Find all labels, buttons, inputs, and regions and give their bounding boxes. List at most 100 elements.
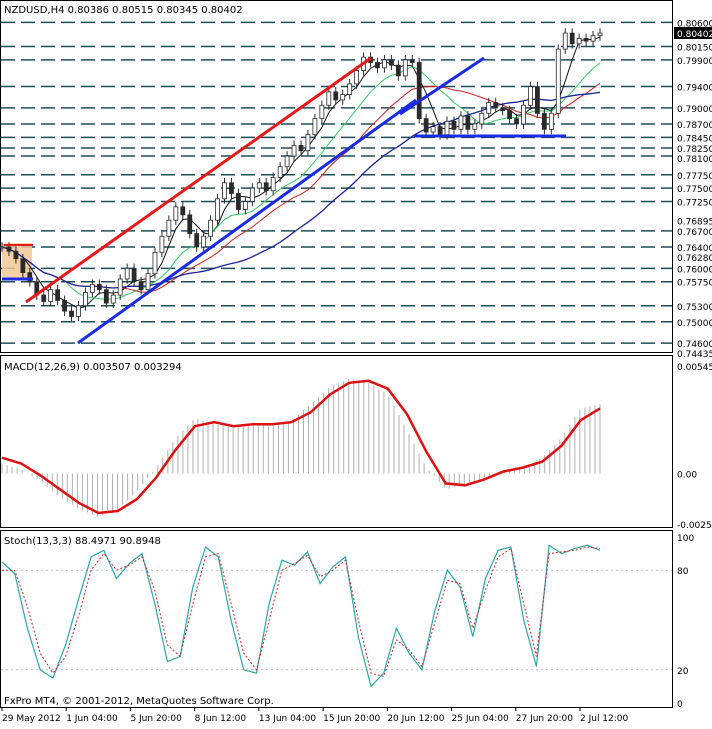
price-panel-frame [0, 0, 673, 353]
stoch-main-line [1, 544, 601, 688]
candle-body [319, 104, 325, 120]
candle-body [326, 91, 332, 106]
candle-body [96, 283, 102, 291]
candle-body [514, 118, 519, 125]
candle-body [284, 155, 290, 168]
moving-average-line [1, 62, 601, 300]
candle-body [222, 182, 227, 200]
price-tick-label: 0.78100 [677, 155, 712, 165]
candle-body [83, 291, 88, 307]
price-tick-label: 0.74600 [677, 340, 712, 350]
candle-body [347, 83, 353, 95]
time-tick-label: 8 Jun 12:00 [195, 714, 247, 724]
candle-body [597, 32, 603, 37]
candle-body [437, 126, 443, 136]
candle-body [180, 206, 186, 216]
price-tick-label: 0.77250 [677, 198, 712, 208]
candle-body [402, 59, 408, 77]
candle-body [576, 38, 582, 45]
candle-body [555, 48, 561, 114]
symbol-info-label: NZDUSD,H4 0.80386 0.80515 0.80345 0.8040… [4, 5, 243, 16]
candle-body [451, 120, 457, 130]
price-tick-label: 0.78700 [677, 121, 712, 131]
candle-body [201, 235, 207, 248]
macd-y-axis: 0.00545 0.00 -0.00256 [677, 363, 712, 531]
candle-body [117, 278, 123, 296]
candle-body [521, 104, 526, 125]
price-tick-label: 0.80150 [677, 43, 712, 53]
time-axis: 29 May 2012 1 Jun 04:00 5 Jun 20:00 8 Jun 1… [1, 707, 629, 724]
time-tick-label: 27 Jun 20:00 [516, 714, 573, 724]
candle-body [229, 182, 234, 194]
candle-body [333, 91, 339, 101]
candle-body [312, 118, 318, 136]
candle-body [55, 289, 61, 301]
macd-tick-label: -0.00256 [677, 521, 712, 531]
footer-credit: FxPro MT4, © 2001-2012, MetaQuotes Softw… [4, 696, 274, 707]
time-tick-label: 2 Jul 12:00 [580, 714, 629, 724]
candle-body [528, 86, 533, 106]
candle-body [583, 38, 589, 42]
price-tick-label: 0.77750 [677, 172, 712, 182]
candle-body [138, 281, 144, 291]
candle-body [500, 107, 506, 112]
candle-body [479, 112, 485, 125]
candle-body [124, 267, 130, 280]
candle-body [13, 250, 19, 260]
time-tick-label: 1 Jun 04:00 [66, 714, 118, 724]
price-tick-label: 0.76700 [677, 228, 712, 238]
macd-signal-line [1, 379, 601, 515]
candle-body [242, 201, 248, 210]
time-tick-label: 29 May 2012 [2, 714, 61, 724]
price-tick-label: 0.80600 [677, 19, 712, 29]
candle-body [173, 206, 179, 221]
price-tick-label: 0.75000 [677, 319, 712, 329]
candle-body [208, 219, 214, 237]
candle-body [444, 120, 450, 136]
stoch-panel-frame [0, 530, 673, 708]
candle-body [249, 187, 255, 202]
macd-tick-label: 0.00545 [677, 363, 712, 373]
price-tick-label: 0.78250 [677, 145, 712, 155]
candle-body [27, 272, 33, 283]
candle-body [152, 251, 158, 275]
candle-body [131, 267, 137, 283]
price-tick-label: 0.74435 [677, 350, 712, 360]
candle-body [298, 144, 304, 152]
stoch-tick-label: 0 [677, 700, 683, 710]
blue-trend-line-upper [399, 56, 485, 116]
blue-trend-line-lower [77, 98, 417, 345]
candle-body [458, 115, 464, 130]
candle-body [507, 110, 513, 120]
price-tick-label: 0.76000 [677, 265, 712, 275]
stoch-tick-label: 20 [677, 667, 689, 677]
candle-body [430, 126, 436, 133]
candle-body [486, 102, 492, 114]
candle-body [270, 177, 276, 192]
candle-body [423, 118, 429, 133]
candle-body [236, 193, 241, 210]
price-tick-label: 0.76400 [677, 244, 712, 254]
time-tick-label: 20 Jun 12:00 [387, 714, 444, 724]
candle-body [375, 62, 380, 69]
price-tick-label: 0.79900 [677, 57, 712, 67]
candle-body [20, 258, 26, 274]
candle-body [159, 235, 165, 253]
candle-body [569, 32, 575, 45]
candle-body [340, 94, 346, 101]
macd-tick-label: 0.00 [677, 471, 697, 481]
candle-body [472, 123, 478, 130]
price-tick-label: 0.75750 [677, 279, 712, 289]
candle-body [395, 64, 401, 77]
candle-body [89, 283, 95, 293]
time-tick-label: 15 Jun 20:00 [323, 714, 380, 724]
candle-body [305, 134, 311, 152]
candle-body [0, 246, 5, 249]
candle-body [354, 70, 360, 85]
candle-body [194, 233, 200, 248]
candle-body [548, 112, 554, 130]
candle-body [41, 294, 47, 302]
candle-body [76, 305, 81, 317]
